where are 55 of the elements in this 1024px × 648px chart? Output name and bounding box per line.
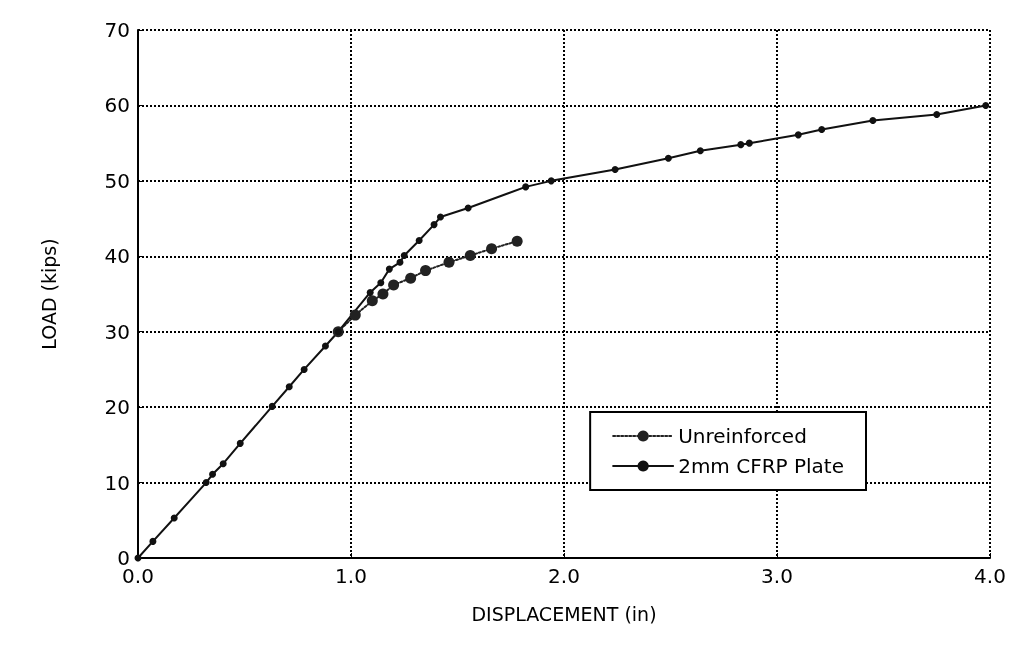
legend-label: 2mm CFRP Plate — [678, 454, 845, 478]
y-tick-label: 40 — [104, 244, 130, 269]
point — [420, 265, 432, 277]
point — [300, 365, 308, 373]
point — [385, 265, 393, 273]
point — [400, 252, 408, 260]
y-axis-title: LOAD (kips) — [37, 238, 60, 350]
point — [415, 236, 423, 244]
point — [268, 402, 276, 410]
point — [737, 141, 745, 149]
point — [405, 272, 417, 284]
point — [209, 470, 217, 478]
x-tick-label: 4.0 — [974, 564, 1006, 588]
point — [236, 439, 244, 447]
point — [377, 279, 385, 287]
legend-label: Unreinforced — [678, 424, 807, 448]
point — [396, 258, 404, 266]
point — [436, 213, 444, 221]
point — [745, 139, 753, 147]
point — [285, 383, 293, 391]
point — [869, 117, 877, 125]
point — [219, 460, 227, 468]
point — [202, 479, 210, 487]
point — [933, 110, 941, 118]
point — [547, 177, 555, 185]
point — [486, 243, 498, 255]
point — [818, 126, 826, 134]
point — [321, 342, 329, 350]
point — [664, 154, 672, 162]
y-tick-label: 10 — [104, 470, 130, 495]
point — [377, 288, 389, 300]
point — [522, 183, 530, 191]
point — [430, 221, 438, 229]
y-tick-label: 30 — [104, 319, 130, 344]
point — [443, 256, 455, 268]
x-tick-label: 1.0 — [335, 564, 367, 588]
point — [349, 309, 361, 321]
point — [170, 514, 178, 522]
point — [696, 147, 704, 155]
point — [611, 166, 619, 174]
point — [366, 295, 378, 307]
point — [388, 279, 400, 291]
y-tick-label: 60 — [104, 93, 130, 118]
point — [366, 288, 374, 296]
x-axis-title: DISPLACEMENT (in) — [471, 602, 657, 625]
y-tick-label: 70 — [104, 18, 130, 42]
y-tick-label: 50 — [104, 168, 130, 193]
x-tick-label: 2.0 — [548, 564, 580, 588]
point — [982, 101, 990, 109]
x-tick-label: 3.0 — [761, 564, 793, 588]
point — [464, 250, 476, 262]
point — [511, 235, 523, 247]
point — [794, 131, 802, 139]
y-tick-label: 20 — [104, 395, 130, 420]
point — [149, 537, 157, 545]
